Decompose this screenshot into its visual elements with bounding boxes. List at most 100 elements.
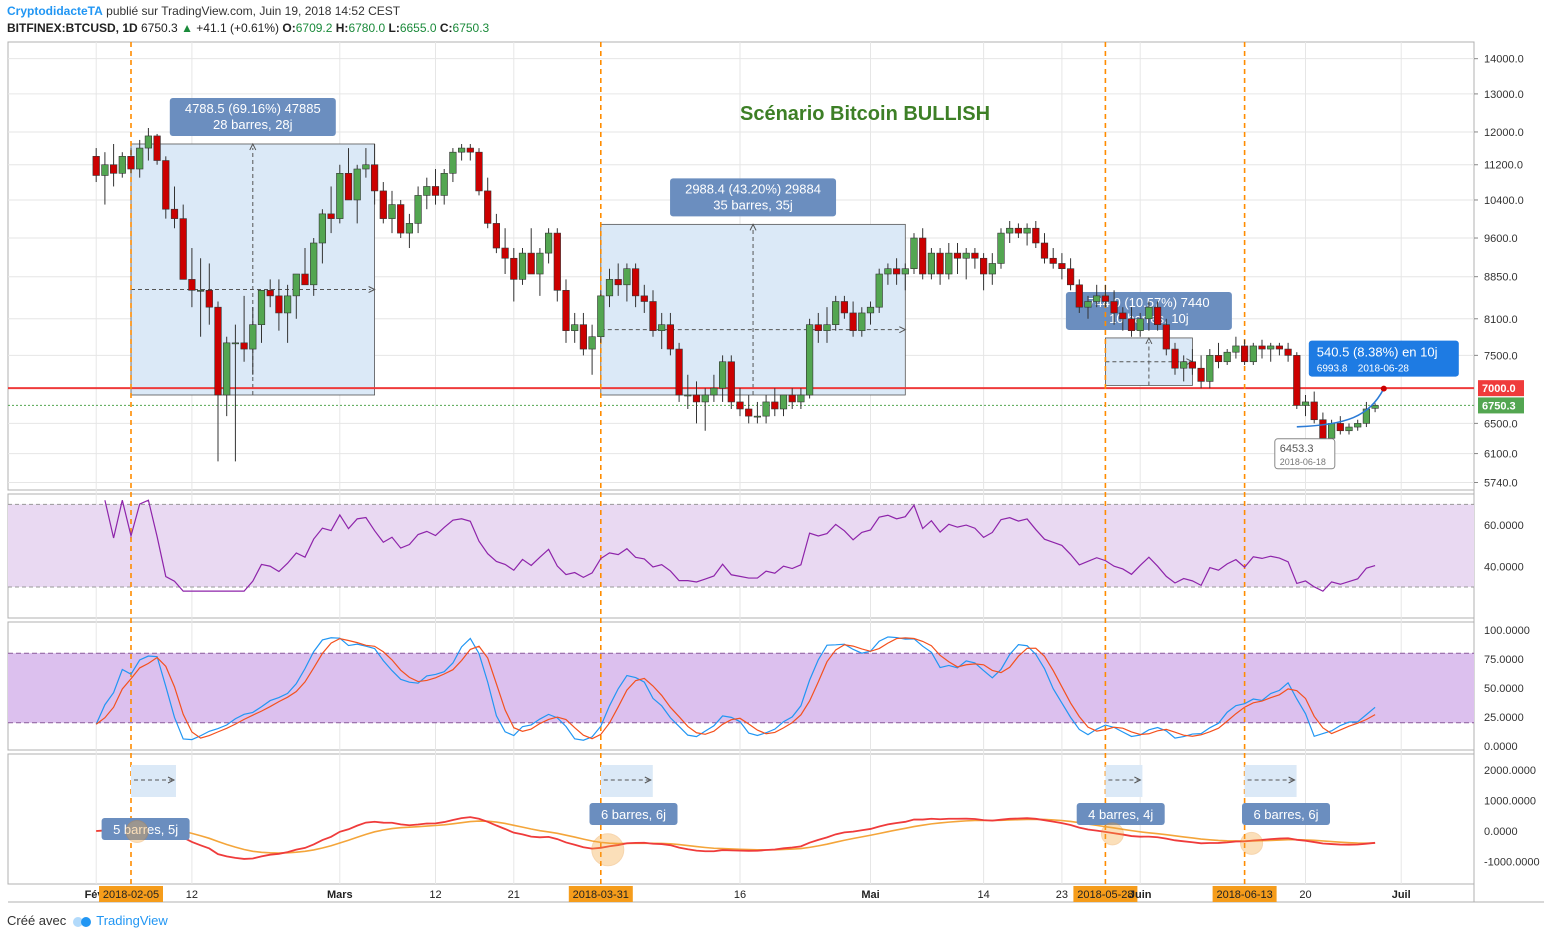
- date-tick-label: Juin: [1129, 889, 1152, 901]
- candle-body: [927, 252, 935, 275]
- candle-body: [1275, 345, 1283, 350]
- candle-body: [231, 342, 240, 345]
- candle-body: [1171, 348, 1179, 369]
- highlight-date-label: 2018-03-31: [573, 889, 629, 901]
- stoch-band: [8, 653, 1474, 723]
- candle-body: [257, 290, 266, 325]
- projection-date: 2018-06-28: [1358, 364, 1410, 375]
- measure-label-line2: 35 barres, 35j: [713, 197, 793, 212]
- measure-label-box: [169, 97, 336, 136]
- high-label: H:: [335, 21, 349, 35]
- candle-body: [466, 147, 474, 153]
- candle-body: [762, 401, 770, 417]
- candle-body: [431, 186, 440, 196]
- highlight-date-label: 2018-06-13: [1216, 889, 1272, 901]
- candle-body: [510, 257, 518, 280]
- candle-body: [753, 415, 761, 418]
- candle-body: [449, 151, 457, 174]
- bottom-range-box: [1105, 765, 1143, 797]
- candle-body: [1197, 367, 1205, 382]
- candle-body: [362, 164, 370, 170]
- bottom-measure-label: 5 barres, 5j: [113, 822, 178, 837]
- candle-body: [1336, 423, 1344, 432]
- projection-target-point: [1380, 385, 1387, 392]
- candle-body: [823, 324, 831, 331]
- bottom-measure-label: 6 barres, 6j: [1253, 807, 1318, 822]
- candle-body: [1154, 306, 1162, 325]
- candle-body: [379, 190, 387, 219]
- candle-body: [1136, 318, 1144, 331]
- created-with-label: Créé avec: [7, 913, 67, 928]
- measure-h-arrowhead: [899, 326, 907, 334]
- candle-body: [1284, 348, 1292, 356]
- highlight-date-tag: [568, 886, 633, 902]
- candle-body: [605, 279, 614, 297]
- candle-body: [779, 394, 788, 410]
- candle-body: [1049, 257, 1057, 264]
- candle-body: [536, 252, 544, 275]
- measure-label-line1: 2988.4 (43.20%) 29884: [685, 181, 821, 196]
- last-price-label: 6750.3: [1482, 400, 1516, 412]
- candle-body: [953, 252, 962, 259]
- tradingview-link[interactable]: TradingView: [96, 913, 168, 928]
- macd-cross-highlight: [1240, 831, 1264, 855]
- open-label: O:: [282, 21, 296, 35]
- rsi-line: [104, 499, 1376, 592]
- candle-body: [692, 394, 701, 403]
- candle-body: [901, 268, 909, 275]
- rsi-tick-label: 40.0000: [1484, 561, 1524, 573]
- candles: [92, 128, 1379, 462]
- macd-cross-highlight: [1100, 822, 1124, 846]
- candle-body: [214, 306, 222, 396]
- candle-body: [457, 147, 466, 153]
- candle-body: [1101, 295, 1109, 302]
- candle-body: [597, 295, 605, 338]
- candle-body: [136, 147, 144, 170]
- candle-body: [649, 301, 657, 331]
- candle-body: [710, 387, 718, 396]
- candle-body: [388, 204, 396, 219]
- author-link[interactable]: CryptodidacteTA: [7, 4, 103, 18]
- candle-body: [440, 173, 448, 196]
- date-tick-label: 21: [508, 889, 520, 901]
- high-value: 6780.0: [348, 21, 386, 35]
- candle-body: [979, 257, 988, 275]
- price-tick-label: 6500.0: [1484, 418, 1518, 430]
- candle-body: [832, 301, 840, 325]
- candle-body: [1188, 361, 1196, 369]
- bottom-measure-label-box: [1076, 803, 1165, 825]
- stoch-tick-label: 0.0000: [1484, 741, 1518, 753]
- candle-body: [571, 324, 579, 331]
- candle-body: [336, 173, 344, 219]
- candle-body: [1293, 355, 1301, 406]
- candle-body: [1249, 345, 1257, 363]
- candle-body: [858, 312, 866, 331]
- open-value: 6709.2: [295, 21, 333, 35]
- measure-h-arrowhead: [368, 286, 376, 293]
- candle-body: [1214, 355, 1223, 363]
- bottom-measure-label: 4 barres, 4j: [1088, 807, 1153, 822]
- candle-body: [501, 247, 509, 259]
- price-change: +41.1 (+0.61%): [196, 21, 280, 35]
- candle-body: [658, 324, 666, 331]
- candle-body: [1328, 423, 1336, 439]
- macd-signal-line: [96, 818, 1376, 854]
- candle-body: [997, 232, 1005, 264]
- bottom-measure-label-box: [101, 818, 190, 840]
- candle-body: [1162, 324, 1170, 350]
- candle-body: [579, 324, 587, 350]
- candle-body: [170, 208, 179, 219]
- candle-body: [736, 401, 744, 410]
- candle-body: [327, 213, 335, 219]
- candle-body: [936, 252, 944, 275]
- measure-v-arrowhead: [249, 142, 257, 151]
- measure-label-box: [670, 178, 837, 217]
- date-tick-label: 12: [429, 889, 441, 901]
- measure-label-line1: 4788.5 (69.16%) 47885: [185, 101, 321, 116]
- candle-body: [1032, 227, 1040, 244]
- highlight-date-label: 2018-02-05: [103, 889, 159, 901]
- candle-body: [92, 156, 100, 176]
- candle-body: [875, 273, 883, 308]
- candle-body: [344, 173, 353, 201]
